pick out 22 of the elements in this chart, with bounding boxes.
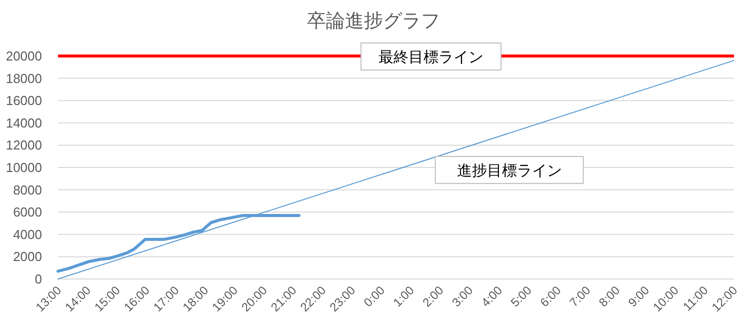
y-tick-label: 12000 <box>6 138 42 153</box>
x-tick-label: 3:00 <box>449 282 476 310</box>
x-tick-label: 9:00 <box>626 282 652 310</box>
y-tick-label: 0 <box>34 272 42 286</box>
x-tick-label: 0:00 <box>361 282 388 310</box>
ref-line-label: 最終目標ライン <box>378 49 484 66</box>
y-tick-label: 6000 <box>13 204 42 220</box>
y-tick-label: 10000 <box>6 160 42 175</box>
x-tick-label: 7:00 <box>566 282 594 310</box>
x-tick-label: 5:00 <box>508 282 535 310</box>
x-tick-label: 6:00 <box>537 282 564 310</box>
y-tick-label: 14000 <box>6 115 42 130</box>
y-tick-label: 2000 <box>13 249 42 264</box>
y-tick-label: 16000 <box>6 93 42 108</box>
series-label: 進捗目標ライン <box>456 162 562 180</box>
x-tick-label: 4:00 <box>478 282 506 310</box>
x-tick-label: 8:00 <box>596 282 623 310</box>
chart-title: 卒論進捗グラフ <box>307 10 440 32</box>
y-tick-label: 4000 <box>13 226 42 242</box>
y-tick-label: 18000 <box>6 70 42 86</box>
y-tick-label: 8000 <box>13 182 42 198</box>
y-tick-label: 20000 <box>6 48 42 64</box>
